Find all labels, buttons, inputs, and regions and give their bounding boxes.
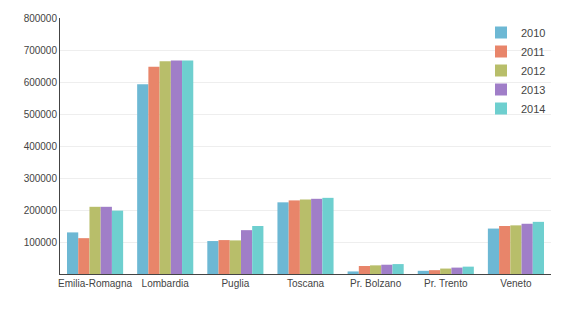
svg-text:Veneto: Veneto (500, 278, 532, 289)
svg-text:2014: 2014 (521, 103, 545, 115)
svg-text:Emilia-Romagna: Emilia-Romagna (58, 278, 132, 289)
svg-text:Lombardia: Lombardia (142, 278, 190, 289)
svg-text:Pr. Trento: Pr. Trento (424, 278, 468, 289)
svg-text:2013: 2013 (521, 84, 545, 96)
svg-text:Toscana: Toscana (287, 278, 325, 289)
svg-text:2010: 2010 (521, 27, 545, 39)
svg-text:600000: 600000 (24, 77, 58, 88)
svg-text:200000: 200000 (24, 205, 58, 216)
svg-text:Puglia: Puglia (221, 278, 249, 289)
svg-text:300000: 300000 (24, 173, 58, 184)
svg-text:800000: 800000 (24, 13, 58, 24)
svg-text:2012: 2012 (521, 65, 545, 77)
svg-text:400000: 400000 (24, 141, 58, 152)
svg-text:500000: 500000 (24, 109, 58, 120)
svg-text:Pr. Bolzano: Pr. Bolzano (350, 278, 402, 289)
svg-text:2011: 2011 (521, 46, 545, 58)
svg-text:700000: 700000 (24, 45, 58, 56)
svg-text:100000: 100000 (24, 237, 58, 248)
